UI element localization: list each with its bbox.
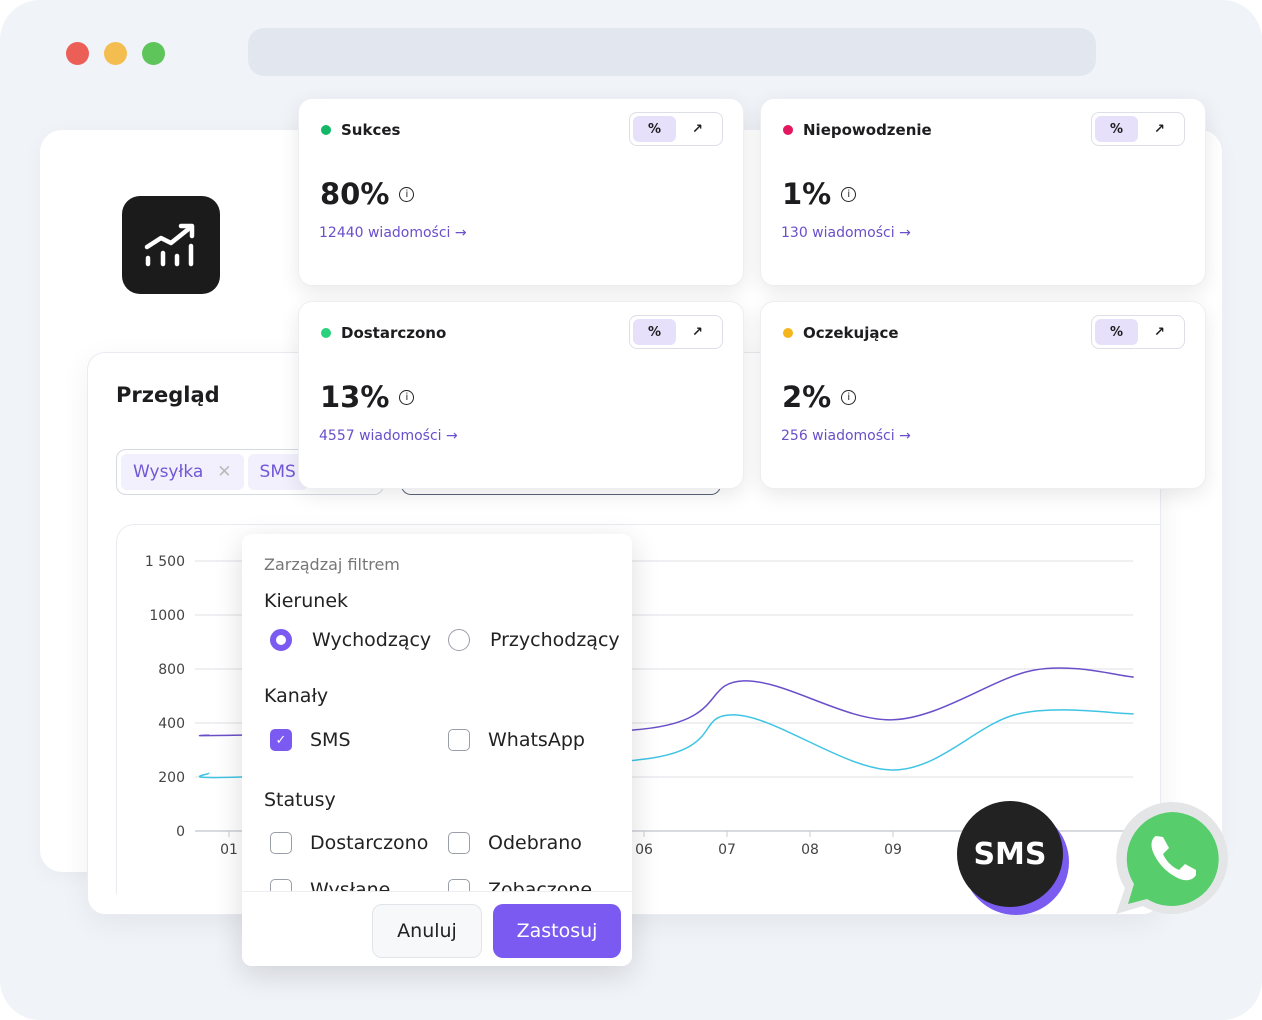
- info-icon[interactable]: i: [399, 186, 415, 202]
- card-label: Sukces: [341, 121, 401, 139]
- apply-button[interactable]: Zastosuj: [493, 904, 621, 958]
- arrow-right-icon: →: [899, 428, 911, 444]
- card-value: 1%: [782, 177, 832, 211]
- sms-badge: SMS: [957, 801, 1063, 907]
- tag-label: SMS: [259, 462, 296, 482]
- view-toggle[interactable]: % ↗: [1091, 112, 1185, 146]
- tag-wysylka[interactable]: Wysyłka ✕: [121, 454, 244, 490]
- messages-link[interactable]: 256 wiadomości →: [781, 428, 911, 444]
- minimize-window-button[interactable]: [104, 42, 127, 65]
- checkbox-dostarczono[interactable]: Dostarczono: [270, 832, 428, 854]
- checkbox-icon[interactable]: [270, 832, 292, 854]
- status-dot: [783, 328, 793, 338]
- checkbox-icon[interactable]: [448, 832, 470, 854]
- trend-icon[interactable]: ↗: [692, 121, 703, 137]
- trend-chart-icon: [144, 223, 195, 267]
- remove-tag-icon[interactable]: ✕: [217, 462, 232, 482]
- dropdown-footer: Anuluj Zastosuj: [242, 891, 632, 966]
- x-tick-label: 07: [718, 842, 736, 858]
- check-icon[interactable]: ✓: [270, 729, 292, 751]
- tag-filter-input[interactable]: Wysyłka ✕ SMS: [116, 449, 384, 495]
- stat-card-sukces[interactable]: Sukces % ↗ 80% i 12440 wiadomości →: [298, 98, 744, 286]
- checkbox-icon[interactable]: [448, 729, 470, 751]
- trend-icon[interactable]: ↗: [1154, 324, 1165, 340]
- percent-icon[interactable]: %: [633, 116, 676, 142]
- statuses-label: Statusy: [264, 789, 336, 811]
- arrow-right-icon: →: [454, 225, 467, 241]
- arrow-right-icon: →: [899, 225, 911, 241]
- close-window-button[interactable]: [66, 42, 89, 65]
- filter-title: Zarządzaj filtrem: [264, 555, 400, 574]
- analytics-logo: [122, 196, 220, 294]
- status-dot: [783, 125, 793, 135]
- card-value: 13%: [320, 380, 390, 414]
- percent-icon[interactable]: %: [1095, 116, 1138, 142]
- card-label: Oczekujące: [803, 324, 899, 342]
- y-tick-label: 1000: [149, 608, 185, 624]
- maximize-window-button[interactable]: [142, 42, 165, 65]
- info-icon[interactable]: i: [841, 389, 857, 405]
- info-icon[interactable]: i: [841, 186, 857, 202]
- messages-link[interactable]: 4557 wiadomości →: [319, 428, 458, 444]
- view-toggle[interactable]: % ↗: [629, 315, 723, 349]
- messages-link[interactable]: 12440 wiadomości →: [319, 225, 467, 241]
- card-value: 80%: [320, 177, 390, 211]
- stat-card-niepowodzenie[interactable]: Niepowodzenie % ↗ 1% i 130 wiadomości →: [760, 98, 1206, 286]
- radio-przychodzacy[interactable]: Przychodzący: [448, 629, 620, 651]
- chart-container: [116, 524, 1161, 894]
- radio-icon[interactable]: [270, 629, 292, 651]
- checkbox-whatsapp[interactable]: WhatsApp: [448, 729, 585, 751]
- x-tick-label: 09: [884, 842, 902, 858]
- cancel-button[interactable]: Anuluj: [372, 904, 482, 958]
- info-icon[interactable]: i: [399, 389, 415, 405]
- x-tick-label: 06: [635, 842, 653, 858]
- y-tick-label: 0: [176, 824, 185, 840]
- x-tick-label: 08: [801, 842, 819, 858]
- arrow-right-icon: →: [446, 428, 458, 444]
- trend-icon[interactable]: ↗: [1154, 121, 1165, 137]
- percent-icon[interactable]: %: [1095, 319, 1138, 345]
- status-dot: [321, 328, 331, 338]
- channels-label: Kanały: [264, 685, 329, 707]
- overview-title: Przegląd: [116, 383, 220, 407]
- direction-label: Kierunek: [264, 590, 349, 612]
- messages-link[interactable]: 130 wiadomości →: [781, 225, 911, 241]
- radio-wychodzacy[interactable]: Wychodzący: [270, 629, 431, 651]
- y-tick-label: 800: [158, 662, 185, 678]
- checkbox-odebrano[interactable]: Odebrano: [448, 832, 582, 854]
- view-toggle[interactable]: % ↗: [629, 112, 723, 146]
- tag-label: Wysyłka: [133, 462, 204, 482]
- x-tick-label: 01: [220, 842, 238, 858]
- y-tick-label: 1 500: [145, 554, 185, 570]
- percent-icon[interactable]: %: [633, 319, 676, 345]
- y-tick-label: 200: [158, 770, 185, 786]
- card-value: 2%: [782, 380, 832, 414]
- card-label: Dostarczono: [341, 324, 447, 342]
- tag-sms[interactable]: SMS: [247, 454, 308, 490]
- status-dot: [321, 125, 331, 135]
- whatsapp-icon: [1116, 801, 1228, 914]
- address-bar[interactable]: [248, 28, 1096, 76]
- y-tick-label: 400: [158, 716, 185, 732]
- card-label: Niepowodzenie: [803, 121, 932, 139]
- trend-icon[interactable]: ↗: [692, 324, 703, 340]
- stat-card-dostarczono[interactable]: Dostarczono % ↗ 13% i 4557 wiadomości →: [298, 301, 744, 489]
- radio-icon[interactable]: [448, 629, 470, 651]
- checkbox-sms[interactable]: ✓ SMS: [270, 729, 351, 751]
- view-toggle[interactable]: % ↗: [1091, 315, 1185, 349]
- filter-dropdown: Zarządzaj filtrem Kierunek Wychodzący Pr…: [242, 534, 632, 966]
- stat-card-oczekujace[interactable]: Oczekujące % ↗ 2% i 256 wiadomości →: [760, 301, 1206, 489]
